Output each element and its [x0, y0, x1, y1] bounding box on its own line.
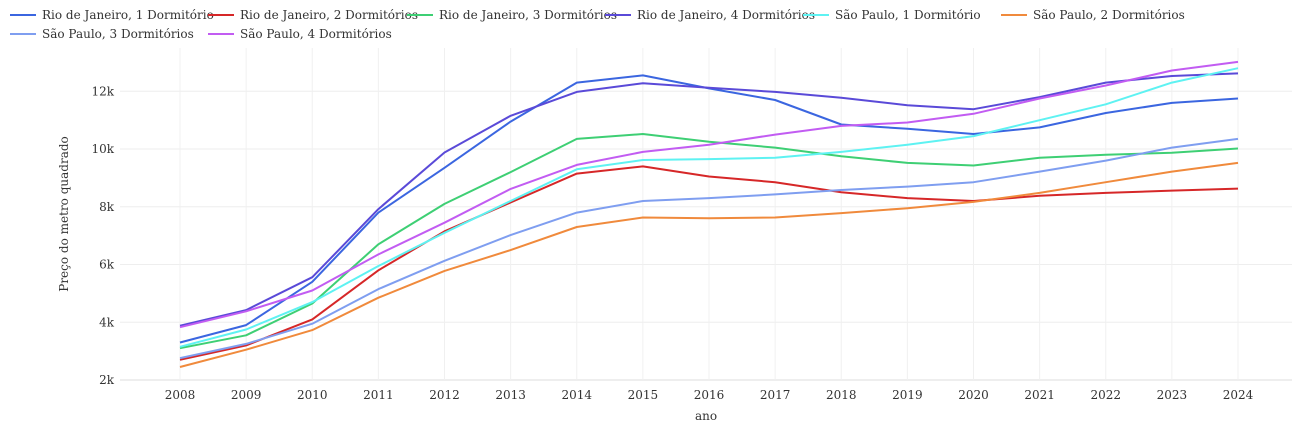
series-line-8[interactable] [179, 60, 1239, 329]
legend-label: Rio de Janeiro, 4 Dormitórios [637, 8, 815, 22]
legend-label: São Paulo, 1 Dormitório [835, 8, 981, 22]
legend-label: Rio de Janeiro, 1 Dormitório [42, 8, 214, 22]
y-tick-label: 4k [99, 315, 115, 329]
x-tick-label: 2015 [628, 388, 659, 402]
legend-swatch [1001, 14, 1027, 16]
y-axis-ticks: 2k 4k 6k 8k 10k 12k [91, 84, 114, 387]
y-tick-label: 6k [99, 258, 115, 272]
legend-swatch [10, 33, 36, 35]
x-tick-label: 2011 [363, 388, 394, 402]
x-tick-label: 2016 [694, 388, 725, 402]
x-tick-label: 2018 [826, 388, 857, 402]
legend-swatch [208, 14, 234, 16]
x-tick-label: 2008 [165, 388, 196, 402]
x-axis-title: ano [695, 409, 717, 423]
legend-item-8[interactable]: São Paulo, 4 Dormitórios [208, 25, 392, 43]
legend-swatch [10, 14, 36, 16]
legend-swatch [208, 33, 234, 35]
legend-label: Rio de Janeiro, 2 Dormitórios [240, 8, 418, 22]
legend-item-1[interactable]: Rio de Janeiro, 1 Dormitório [10, 6, 214, 24]
legend-label: Rio de Janeiro, 3 Dormitórios [439, 8, 617, 22]
legend-item-6[interactable]: São Paulo, 2 Dormitórios [1001, 6, 1185, 24]
series-line-3[interactable] [179, 133, 1239, 350]
legend-item-2[interactable]: Rio de Janeiro, 2 Dormitórios [208, 6, 418, 24]
series-line-5[interactable] [179, 67, 1239, 348]
legend-swatch [605, 14, 631, 16]
legend-label: São Paulo, 2 Dormitórios [1033, 8, 1185, 22]
x-tick-label: 2010 [297, 388, 328, 402]
legend-swatch [803, 14, 829, 16]
x-tick-label: 2022 [1090, 388, 1121, 402]
series-line-2[interactable] [179, 165, 1239, 361]
legend-swatch [407, 14, 433, 16]
x-tick-label: 2020 [958, 388, 989, 402]
y-tick-label: 10k [91, 142, 114, 156]
legend-item-7[interactable]: São Paulo, 3 Dormitórios [10, 25, 194, 43]
y-tick-label: 8k [99, 200, 115, 214]
y-tick-label: 12k [91, 84, 114, 98]
legend-label: São Paulo, 4 Dormitórios [240, 27, 392, 41]
x-tick-label: 2024 [1223, 388, 1254, 402]
x-tick-label: 2012 [429, 388, 460, 402]
legend-item-3[interactable]: Rio de Janeiro, 3 Dormitórios [407, 6, 617, 24]
x-axis-ticks: 2008 2009 2010 2011 2012 2013 2014 2015 2016 2017… [165, 388, 1254, 402]
x-tick-label: 2023 [1157, 388, 1188, 402]
y-tick-label: 2k [99, 373, 115, 387]
x-tick-label: 2014 [561, 388, 592, 402]
legend-item-4[interactable]: Rio de Janeiro, 4 Dormitórios [605, 6, 815, 24]
series-line-4[interactable] [179, 72, 1239, 327]
legend-item-5[interactable]: São Paulo, 1 Dormitório [803, 6, 981, 24]
series-line-7[interactable] [179, 137, 1239, 360]
legend-label: São Paulo, 3 Dormitórios [42, 27, 194, 41]
x-tick-label: 2017 [760, 388, 791, 402]
x-tick-label: 2009 [231, 388, 262, 402]
x-tick-label: 2021 [1024, 388, 1055, 402]
series-line-6[interactable] [179, 161, 1239, 368]
chart-legend: Rio de Janeiro, 1 Dormitório Rio de Janei… [10, 6, 1300, 46]
series-lines [179, 60, 1239, 368]
grid-lines [120, 48, 1292, 381]
y-axis-title: Preço do metro quadrado [57, 136, 71, 292]
x-tick-label: 2019 [892, 388, 923, 402]
x-tick-label: 2013 [495, 388, 526, 402]
